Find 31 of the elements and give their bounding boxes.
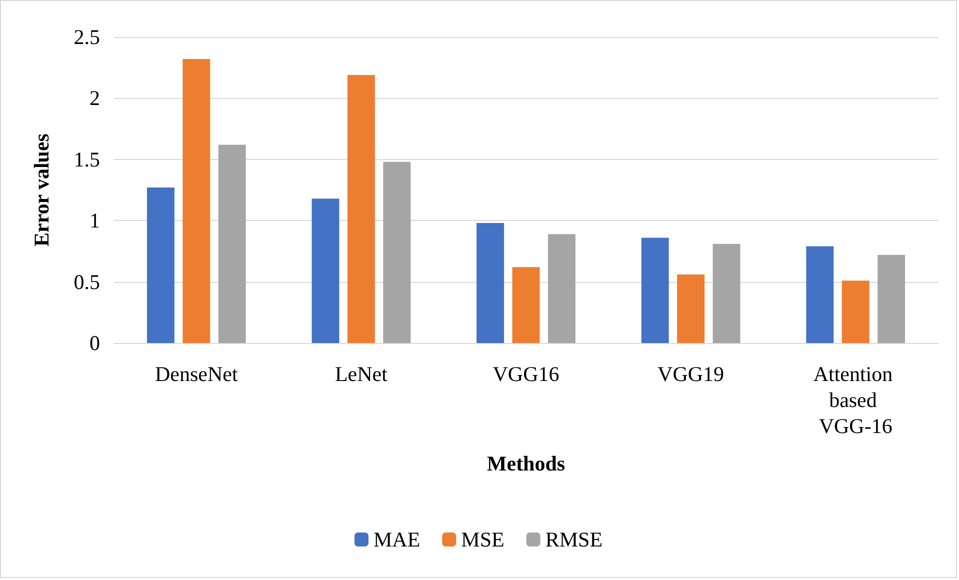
bar bbox=[677, 274, 705, 343]
x-tick-label: Attention based VGG-16 bbox=[813, 362, 898, 438]
bar bbox=[476, 223, 504, 343]
x-axis-title: Methods bbox=[486, 452, 566, 476]
bar bbox=[182, 59, 210, 343]
bar bbox=[146, 188, 174, 343]
x-tick-label: LeNet bbox=[334, 362, 388, 386]
y-tick-label: 2 bbox=[90, 86, 100, 110]
y-tick-label: 1.5 bbox=[74, 147, 100, 172]
x-tick-label: DenseNet bbox=[154, 362, 238, 386]
y-tick-label: 0 bbox=[90, 331, 100, 355]
bar bbox=[878, 254, 906, 343]
bar bbox=[312, 198, 340, 343]
x-tick-label: VGG19 bbox=[658, 362, 724, 386]
y-tick-label: 0.5 bbox=[74, 270, 100, 294]
bar bbox=[218, 144, 246, 343]
bar bbox=[806, 246, 834, 343]
bar bbox=[383, 162, 411, 343]
bar bbox=[548, 234, 576, 343]
legend-label: RMSE bbox=[545, 528, 603, 552]
x-tick-label: VGG16 bbox=[492, 362, 560, 386]
y-tick-label: 2.5 bbox=[74, 25, 100, 49]
bar bbox=[512, 267, 540, 343]
legend-label: MSE bbox=[461, 528, 504, 552]
bar bbox=[347, 74, 375, 343]
y-tick-label: 1 bbox=[90, 208, 100, 233]
legend-label: MAE bbox=[373, 528, 420, 552]
y-axis-title: Error values bbox=[30, 134, 54, 246]
bar bbox=[842, 280, 870, 343]
bar bbox=[641, 238, 669, 343]
bar bbox=[712, 244, 740, 343]
